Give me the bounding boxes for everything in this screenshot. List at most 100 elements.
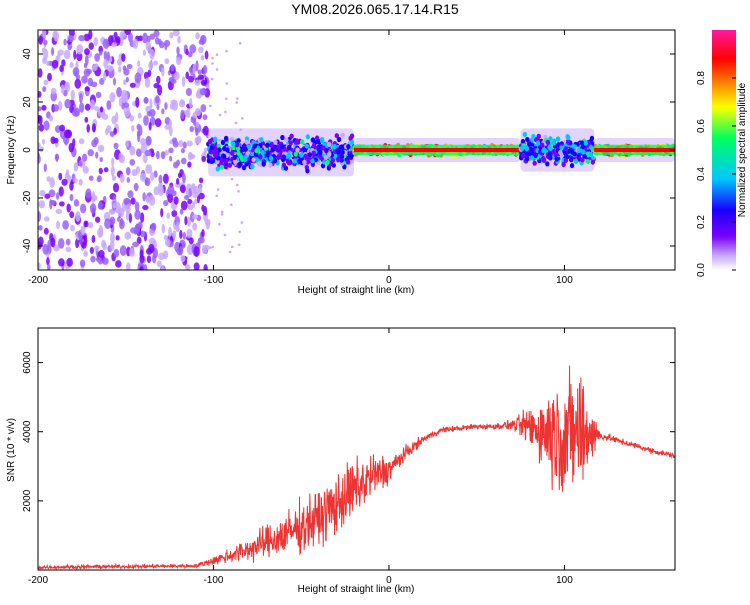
- spectrogram-cell: [342, 164, 347, 170]
- spectrogram-cell: [149, 98, 153, 109]
- snr-frame: [37, 327, 676, 571]
- spectrogram-cell: [198, 177, 204, 184]
- spectrogram-cell: [585, 158, 590, 165]
- spectrogram-cell: [203, 264, 208, 270]
- spectrogram-cell: [189, 44, 197, 54]
- spectrogram-cell: [97, 144, 105, 153]
- spectrogram-cell: [196, 135, 202, 144]
- spectrogram-cell: [163, 199, 169, 207]
- spectrogram-cell: [176, 46, 180, 55]
- spectrogram-cell: [112, 182, 120, 193]
- spectrogram-cell: [188, 153, 196, 160]
- spectrogram-cell: [63, 89, 68, 97]
- spectrogram-cell: [346, 144, 351, 150]
- spectrogram-cell: [237, 243, 241, 246]
- spectrogram-cell: [324, 148, 329, 154]
- spectrogram-cell: [95, 216, 101, 223]
- spectrogram-cell: [103, 167, 109, 173]
- spectrogram-cell: [240, 117, 244, 120]
- spectrogram-core: [594, 144, 675, 148]
- spectrogram-cell: [235, 183, 239, 187]
- spectrogram-cell: [555, 136, 561, 142]
- spectrogram-cell: [58, 186, 64, 197]
- spectrogram-cell: [106, 100, 112, 110]
- spectrogram-cell: [213, 146, 219, 153]
- spectrogram-x-label: Height of straight line (km): [298, 285, 415, 296]
- spectrogram-cell: [244, 139, 250, 145]
- spectrogram-cell: [43, 39, 48, 46]
- spectrogram-cell: [146, 255, 152, 263]
- spectrogram-cell: [84, 220, 89, 228]
- spectrogram-cell: [235, 142, 240, 148]
- spectrogram-cell: [93, 37, 99, 47]
- spectrogram-cell: [63, 38, 67, 46]
- spectrogram-cell: [145, 164, 153, 174]
- spectrogram-cell: [219, 164, 225, 170]
- spectrogram-cell: [53, 137, 59, 144]
- spectrogram-cell: [153, 30, 160, 38]
- spectrogram-cell: [140, 212, 145, 223]
- spectrogram-cell: [99, 156, 103, 163]
- spectrogram-cell: [142, 192, 146, 202]
- spectrogram-cell: [70, 89, 75, 100]
- spectrogram-cell: [192, 222, 198, 231]
- spectrogram-cell: [170, 63, 175, 72]
- snr-x-label: Height of straight line (km): [298, 584, 415, 595]
- spectrogram-cell: [82, 165, 89, 174]
- spectrogram-cell: [220, 210, 224, 214]
- spectrogram-cell: [42, 30, 47, 38]
- spectrogram-cell: [306, 156, 311, 162]
- spectrogram-cell: [57, 238, 65, 249]
- spectrogram-cell: [209, 149, 215, 155]
- spectrogram-cell: [161, 67, 165, 77]
- spectrogram-cell: [179, 208, 184, 215]
- spectrogram-cell: [78, 34, 86, 42]
- spectrogram-cell: [581, 149, 586, 155]
- spectrogram-cell: [241, 165, 247, 171]
- spectrogram-cell: [242, 155, 247, 161]
- spectrogram-cell: [236, 138, 241, 144]
- spectrogram-cell: [136, 236, 142, 244]
- spectrogram-cell: [178, 245, 183, 256]
- spectrogram-cell: [178, 139, 184, 147]
- spectrogram-cell: [300, 139, 305, 145]
- spectrogram-cell: [103, 50, 108, 61]
- spectrogram-cell: [237, 190, 240, 193]
- spectrogram-cell: [589, 135, 595, 141]
- spectrogram-cell: [199, 88, 207, 96]
- spectrogram-cell: [200, 79, 208, 86]
- spectrogram-cell: [250, 163, 255, 170]
- spectrogram-cell: [38, 35, 43, 45]
- spectrogram-cell: [177, 35, 181, 44]
- spectrogram-cell: [78, 93, 83, 104]
- spectrogram-cell: [121, 53, 126, 62]
- spectrogram-cell: [99, 106, 104, 113]
- spectrogram-cell: [46, 60, 50, 67]
- spectrogram-cell: [109, 240, 115, 251]
- spectrogram-cell: [91, 123, 96, 133]
- spectrogram-cell: [43, 120, 50, 131]
- spectrogram-cell: [89, 246, 94, 254]
- spectrogram-cell: [339, 154, 345, 160]
- spectrogram-cell: [210, 158, 215, 164]
- spectrogram-cell: [119, 217, 124, 227]
- spectrogram-cell: [224, 97, 228, 101]
- spectrogram-cell: [64, 98, 71, 109]
- spectrogram-cell: [134, 223, 141, 235]
- spectrogram-cell: [531, 133, 536, 140]
- spectrogram-cell: [167, 185, 175, 195]
- spectrogram-cell: [182, 141, 187, 149]
- spectrogram-cell: [130, 197, 136, 205]
- spectrogram-cell: [102, 38, 110, 50]
- spectrogram-cell: [208, 104, 212, 108]
- spectrogram-cell: [230, 203, 233, 207]
- spectrogram-cell: [49, 115, 54, 122]
- spectrogram-cell: [180, 200, 188, 211]
- spectrogram-cell: [123, 68, 130, 76]
- spectrogram-cell: [85, 188, 92, 199]
- spectrogram-cell: [42, 243, 50, 255]
- colorbar-tick-label: 0.6: [696, 119, 707, 133]
- spectrogram-cell: [295, 147, 300, 153]
- spectrogram-cell: [104, 218, 112, 230]
